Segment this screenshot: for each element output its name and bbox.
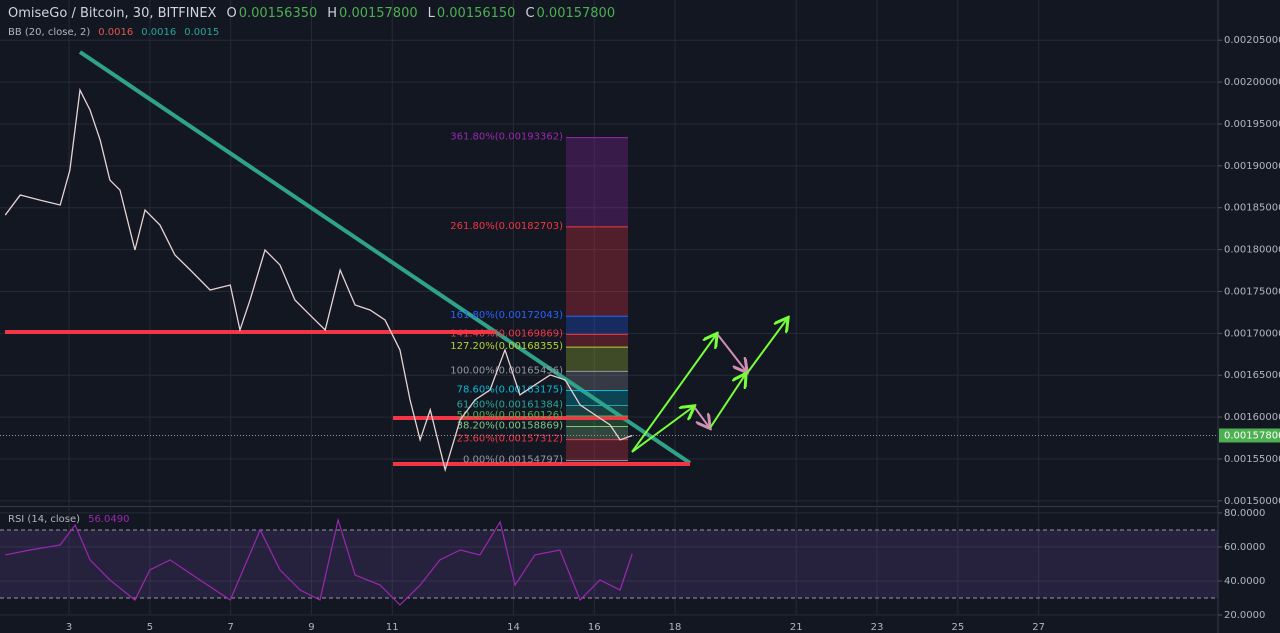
y-tick-label: 0.00150000 (1224, 496, 1280, 507)
ohlc-item: L 0.00156150 (428, 6, 516, 21)
y-tick-label: 0.00155000 (1224, 454, 1280, 465)
fib-label: 141.40%(0.00169869) (450, 328, 563, 339)
x-tick-label: 27 (1032, 622, 1045, 633)
arrow (631, 407, 693, 453)
fib-label: 50.00%(0.00160126) (457, 410, 563, 421)
fib-zone (566, 439, 628, 461)
fib-label: 38.20%(0.00158869) (457, 421, 563, 432)
fib-label: 61.80%(0.00161384) (457, 399, 563, 410)
y-tick-label: 0.00160000 (1224, 412, 1280, 423)
x-tick-label: 3 (66, 622, 72, 633)
arrow (747, 319, 787, 373)
fib-zone (566, 426, 628, 440)
rsi-legend: RSI (14, close) 56.0490 (8, 514, 129, 525)
fib-label: 78.60%(0.00163175) (457, 384, 563, 395)
series-line (4, 87, 633, 473)
trend-line (78, 50, 692, 465)
ohlc-key: O (226, 6, 237, 21)
y-tick-label: 0.00185000 (1224, 203, 1280, 214)
ohlc: O 0.00156350 H 0.00157800 L 0.00156150 C 0.0015… (226, 6, 615, 21)
ohlc-value: 0.00157800 (536, 6, 616, 21)
drawings (5, 50, 787, 466)
ohlc-item: H 0.00157800 (327, 6, 417, 21)
ohlc-value: 0.00157800 (339, 6, 418, 21)
rsi-pane-border (0, 506, 1218, 507)
arrow (709, 375, 745, 429)
y-tick-label: 0.00190000 (1224, 161, 1280, 172)
fib-label: 261.80%(0.00182703) (450, 221, 563, 232)
rsi-band-fill (0, 529, 1218, 598)
ohlc-key: H (327, 6, 338, 21)
fib-zone (566, 226, 628, 317)
fib-zone (566, 347, 628, 372)
x-tick-label: 25 (951, 622, 964, 633)
x-tick-label: 5 (147, 622, 153, 633)
ohlc-key: L (427, 6, 435, 21)
fib-label: 0.00%(0.00154797) (463, 455, 563, 466)
y-tick-label: 0.00200000 (1224, 77, 1280, 88)
fib-zone (566, 405, 628, 417)
x-tick-label: 18 (669, 622, 682, 633)
symbol-title: OmiseGo / Bitcoin, 30, BITFINEX (8, 6, 217, 21)
arrow (694, 407, 709, 427)
x-tick-label: 21 (790, 622, 803, 633)
y-tick-label: 0.00165000 (1224, 370, 1280, 381)
ohlc-item: O 0.00156350 (226, 6, 317, 21)
fib-label: 127.20%(0.00168355) (450, 341, 563, 352)
x-tick-label: 23 (871, 622, 884, 633)
x-tick-label: 11 (386, 622, 399, 633)
fib-zone (566, 334, 628, 348)
arrow (631, 335, 716, 453)
y-tick-label: 0.00180000 (1224, 245, 1280, 256)
indicator-value: 0.0016 (141, 27, 177, 38)
fib-label: 161.80%(0.00172043) (450, 310, 563, 321)
ohlc-value: 0.00156350 (238, 6, 318, 21)
y-tick-label: 0.00195000 (1224, 119, 1280, 130)
indicator-value: 0.0016 (98, 27, 134, 38)
rsi-value: 56.0490 (88, 514, 130, 525)
fib-label: 100.00%(0.00165456) (450, 365, 563, 376)
x-tick-label: 16 (588, 622, 601, 633)
y-tick-label: 60.0000 (1224, 542, 1265, 553)
y-tick-label: 20.0000 (1224, 610, 1265, 621)
fib-zone (566, 316, 628, 335)
indicator-legend: BB (20, close, 2) 0.0016 0.0016 0.0015 (8, 27, 219, 38)
fib-zone (566, 371, 628, 391)
last-price-label: 0.00157800 (1224, 430, 1280, 441)
fib-label: 361.80%(0.00193362) (450, 132, 563, 143)
ohlc-value: 0.00156150 (436, 6, 516, 21)
arrow (717, 334, 746, 371)
ohlc-key: C (525, 6, 535, 21)
x-tick-label: 9 (308, 622, 314, 633)
indicator-label: BB (20, close, 2) (8, 27, 91, 38)
series-line (5, 517, 633, 606)
y-tick-label: 40.0000 (1224, 576, 1265, 587)
rsi-title: RSI (14, close) (8, 514, 81, 525)
y-tick-label: 0.00170000 (1224, 328, 1280, 339)
fib-zone (566, 137, 628, 227)
x-tick-label: 7 (227, 622, 233, 633)
header: OmiseGo / Bitcoin, 30, BITFINEX O 0.00156… (8, 6, 615, 21)
last-price-tag (1219, 428, 1280, 443)
y-tick-label: 0.00175000 (1224, 286, 1280, 297)
y-tick-label: 80.0000 (1224, 508, 1265, 519)
x-tick-label: 14 (507, 622, 520, 633)
y-tick-label: 0.00205000 (1224, 35, 1280, 46)
ohlc-item: C 0.00157800 (525, 6, 615, 21)
fib-zone (566, 416, 628, 427)
indicator-value: 0.0015 (184, 27, 220, 38)
fib-label: 23.60%(0.00157312) (457, 434, 563, 445)
